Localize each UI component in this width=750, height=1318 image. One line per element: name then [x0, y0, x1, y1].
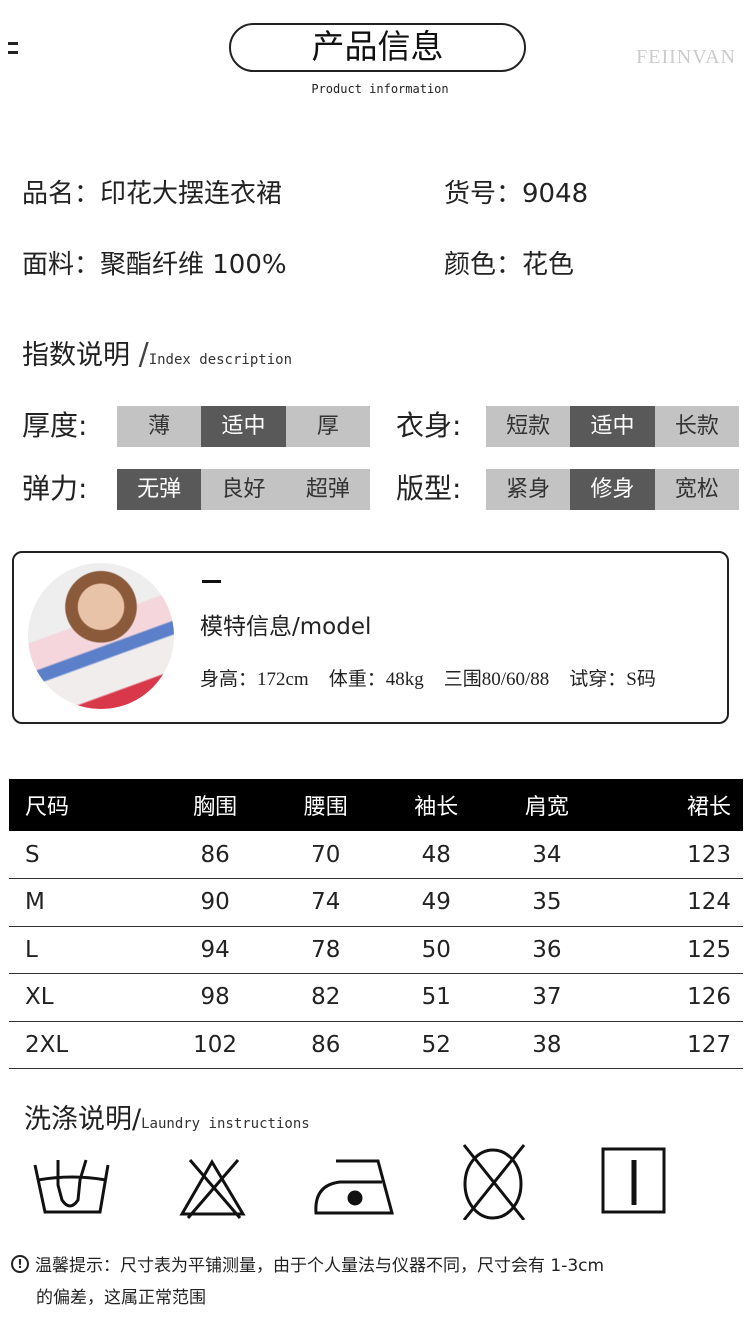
- index-heading: 指数说明 /Index description: [22, 337, 292, 372]
- col-header: 尺码: [9, 779, 160, 831]
- index-option: 适中: [201, 406, 286, 447]
- table-cell: 35: [491, 878, 603, 927]
- table-header: 尺码 胸围 腰围 袖长 肩宽 裙长: [9, 779, 743, 831]
- laundry-title-en: Laundry instructions: [141, 1116, 310, 1132]
- index-option: 紧身: [486, 469, 571, 510]
- table-cell: 123: [602, 831, 743, 879]
- col-header: 袖长: [381, 779, 492, 831]
- brand-watermark: FEIINVAN: [636, 46, 736, 68]
- table-cell: 70: [270, 831, 381, 879]
- table-cell: 52: [381, 1021, 492, 1069]
- index-label: 衣身:: [396, 409, 462, 442]
- laundry-icons: [33, 1144, 666, 1220]
- table-cell: 98: [159, 973, 271, 1022]
- index-scale: 短款 适中 长款: [486, 406, 739, 447]
- product-fabric: 面料：聚酯纤维 100%: [22, 250, 287, 280]
- model-avatar: [28, 563, 174, 709]
- table-cell: L: [9, 926, 160, 974]
- table-cell: XL: [9, 973, 160, 1022]
- info-icon: !: [11, 1254, 29, 1273]
- table-cell: 36: [491, 926, 603, 974]
- index-option: 超弹: [285, 469, 370, 510]
- index-option: 适中: [570, 406, 655, 447]
- table-cell: 48: [381, 831, 492, 879]
- laundry-heading: 洗涤说明/Laundry instructions: [24, 1097, 310, 1136]
- col-header: 胸围: [159, 779, 271, 831]
- index-scale: 紧身 修身 宽松: [486, 469, 739, 510]
- col-header: 肩宽: [491, 779, 603, 831]
- size-table: 尺码 胸围 腰围 袖长 肩宽 裙长 S 86 70 48 34 123 M 90 74 49 35 124 L 94…: [9, 779, 743, 1069]
- table-cell: 51: [381, 973, 492, 1022]
- product-sku: 货号：9048: [444, 179, 589, 209]
- col-header: 腰围: [270, 779, 381, 831]
- index-option: 宽松: [654, 469, 739, 510]
- index-option: 短款: [486, 406, 571, 447]
- index-option: 厚: [285, 406, 370, 447]
- table-cell: 127: [602, 1021, 743, 1069]
- index-option: 无弹: [117, 469, 202, 510]
- index-option: 薄: [117, 406, 202, 447]
- iron-medium-icon: [314, 1159, 394, 1215]
- model-title: 模特信息/model: [200, 614, 372, 640]
- notice-line1: ! 温馨提示：尺寸表为平铺测量，由于个人量法与仪器不同，尺寸会有 1-3cm: [11, 1251, 604, 1276]
- index-label: 版型:: [396, 472, 462, 505]
- table-cell: 2XL: [9, 1021, 160, 1069]
- index-option: 修身: [570, 469, 655, 510]
- model-weight: 体重：48kg: [328, 669, 424, 690]
- notice-text: 温馨提示：尺寸表为平铺测量，由于个人量法与仪器不同，尺寸会有 1-3cm: [35, 1256, 605, 1276]
- table-cell: M: [9, 878, 160, 927]
- table-row: L 94 78 50 36 125: [9, 926, 743, 974]
- table-row: 2XL 102 86 52 38 127: [9, 1021, 743, 1069]
- index-option: 长款: [654, 406, 739, 447]
- page-subtitle: Product information: [311, 82, 449, 96]
- no-bleach-icon: [179, 1159, 246, 1219]
- divider-dash: [202, 580, 221, 583]
- notice-line2: 的偏差，这属正常范围: [36, 1288, 206, 1308]
- table-cell: 86: [270, 1021, 381, 1069]
- model-height: 身高：172cm: [200, 669, 309, 690]
- line-dry-icon: [601, 1147, 666, 1214]
- table-cell: 86: [159, 831, 271, 879]
- model-card: [12, 551, 729, 724]
- model-measurements: 三围80/60/88: [443, 669, 550, 690]
- page-title: 产品信息: [229, 23, 526, 72]
- model-size: 试穿：S码: [569, 669, 656, 690]
- table-row: M 90 74 49 35 124: [9, 878, 743, 927]
- table-cell: 34: [491, 831, 603, 879]
- index-label: 弹力:: [22, 472, 88, 505]
- laundry-title: 洗涤说明/: [24, 1104, 142, 1135]
- table-cell: 38: [491, 1021, 603, 1069]
- table-cell: 125: [602, 926, 743, 974]
- product-color: 颜色：花色: [444, 250, 575, 280]
- index-title-en: Index description: [148, 352, 292, 368]
- table-cell: 37: [491, 973, 603, 1022]
- menu-mark: [8, 42, 18, 45]
- table-cell: 90: [159, 878, 271, 927]
- table-row: XL 98 82 51 37 126: [9, 973, 743, 1022]
- col-header: 裙长: [602, 779, 743, 831]
- table-row: S 86 70 48 34 123: [9, 831, 743, 879]
- table-cell: 74: [270, 878, 381, 927]
- table-cell: 78: [270, 926, 381, 974]
- table-cell: 124: [602, 878, 743, 927]
- table-cell: 126: [602, 973, 743, 1022]
- no-tumble-dry-icon: [462, 1144, 526, 1220]
- product-name: 品名：印花大摆连衣裙: [22, 179, 283, 209]
- hand-wash-icon: [33, 1159, 110, 1214]
- index-label: 厚度:: [22, 409, 88, 442]
- index-scale: 无弹 良好 超弹: [117, 469, 370, 510]
- index-scale: 薄适中厚: [117, 406, 370, 447]
- table-cell: 94: [159, 926, 271, 974]
- index-title: 指数说明: [22, 340, 130, 371]
- table-cell: 82: [270, 973, 381, 1022]
- table-cell: 49: [381, 878, 492, 927]
- table-cell: S: [9, 831, 160, 879]
- table-cell: 50: [381, 926, 492, 974]
- model-stats: 身高：172cm 体重：48kg 三围80/60/88 试穿：S码: [200, 664, 656, 691]
- index-option: 良好: [201, 469, 286, 510]
- table-cell: 102: [159, 1021, 271, 1069]
